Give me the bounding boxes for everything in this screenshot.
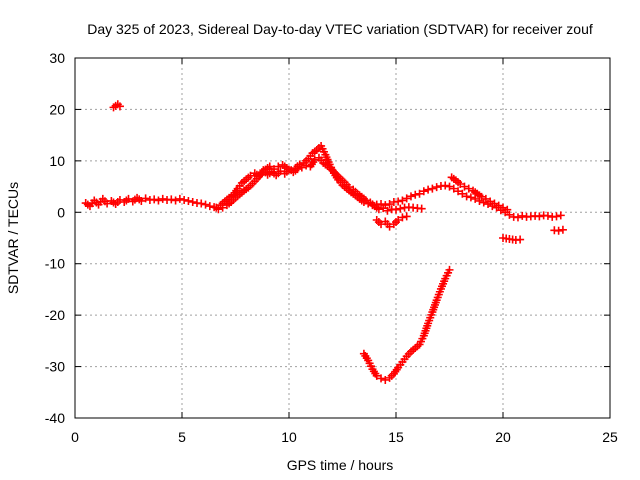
series-lower-branch [373, 212, 411, 230]
y-tick-label: 10 [49, 153, 65, 169]
data-point [424, 186, 432, 194]
data-point [189, 198, 197, 206]
data-point [518, 212, 526, 220]
data-point [428, 185, 436, 193]
y-tick-label: -30 [45, 359, 65, 375]
data-point [411, 191, 419, 199]
x-tick-label: 25 [602, 429, 618, 445]
data-point [394, 197, 402, 205]
x-axis-label: GPS time / hours [287, 457, 394, 473]
data-point [403, 212, 411, 220]
grid-lines [75, 58, 610, 418]
data-point [553, 212, 561, 220]
data-point [172, 196, 180, 204]
data-point [514, 213, 522, 221]
data-point [441, 182, 449, 190]
series-secondary-track [212, 154, 511, 215]
data-point [202, 201, 210, 209]
data-point [433, 183, 441, 191]
series-main-track [82, 142, 565, 221]
data-point [184, 197, 192, 205]
data-point [418, 205, 426, 213]
data-point [197, 200, 205, 208]
series-short-segment [499, 234, 524, 244]
data-point [150, 195, 158, 203]
y-tick-label: 0 [57, 204, 65, 220]
x-tick-label: 10 [281, 429, 297, 445]
data-point [176, 195, 184, 203]
y-axis-label: SDTVAR / TECUs [5, 182, 21, 294]
plot-frame [75, 58, 610, 418]
data-point [159, 195, 167, 203]
data-points [82, 100, 567, 384]
sdtvar-chart: Day 325 of 2023, Sidereal Day-to-day VTE… [0, 0, 640, 480]
data-point [167, 195, 175, 203]
data-point [559, 226, 567, 234]
data-point [544, 212, 552, 220]
y-tick-label: 20 [49, 101, 65, 117]
x-tick-label: 5 [178, 429, 186, 445]
data-point [516, 236, 524, 244]
data-point [557, 211, 565, 219]
series-tail-segment [550, 226, 567, 235]
data-point [392, 206, 400, 214]
data-point [535, 212, 543, 220]
x-tick-label: 15 [388, 429, 404, 445]
data-point [396, 205, 404, 213]
data-point [206, 202, 214, 210]
y-tick-label: -20 [45, 307, 65, 323]
x-tick-label: 0 [71, 429, 79, 445]
y-tick-label: -10 [45, 256, 65, 272]
data-point [154, 196, 162, 204]
y-tick-label: -40 [45, 410, 65, 426]
x-tick-label: 20 [495, 429, 511, 445]
data-point [555, 227, 563, 235]
chart-title: Day 325 of 2023, Sidereal Day-to-day VTE… [87, 21, 593, 37]
data-point [180, 196, 188, 204]
y-tick-label: 30 [49, 50, 65, 66]
